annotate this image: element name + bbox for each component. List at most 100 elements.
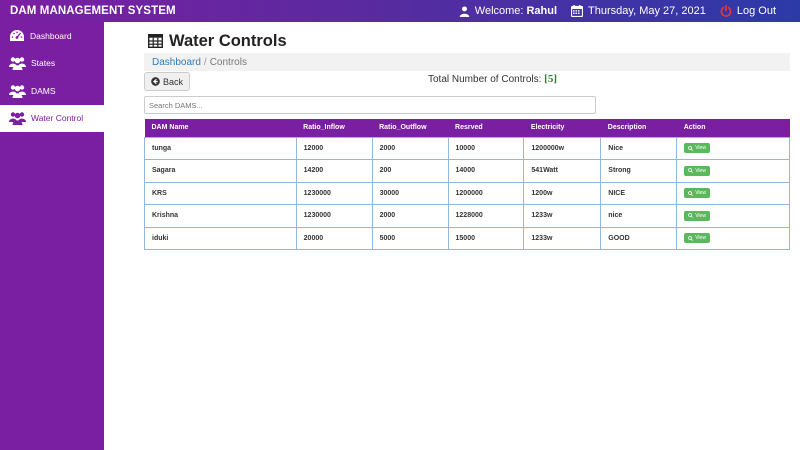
ratio-inflow-cell: 12000 [295, 136, 373, 160]
ratio-outflow-cell: 5000 [371, 226, 449, 250]
view-button-label[interactable]: View [695, 167, 706, 174]
column-header[interactable]: Ratio_Outflow [372, 119, 449, 137]
breadcrumb: Dashboard / Controls [144, 53, 790, 71]
user-icon [459, 5, 470, 17]
electricity-cell: 1233w [523, 226, 602, 250]
view-button-label[interactable]: View [695, 145, 706, 152]
sidebar-item-label: Dashboard [30, 30, 72, 41]
view-button-label[interactable]: View [695, 212, 706, 219]
page-title-text: Water Controls [169, 31, 287, 50]
column-header[interactable]: Electricity [523, 119, 601, 137]
users-icon [9, 85, 26, 98]
view-button-label[interactable]: View [695, 235, 706, 242]
dam-name-cell: Sagara [144, 159, 297, 183]
column-header[interactable]: Description [600, 119, 677, 137]
back-button-label[interactable]: Back [162, 76, 183, 87]
table-header-row: DAM Name Ratio_Inflow Ratio_Outflow Resr… [144, 119, 790, 137]
current-date-text: Thursday, May 27, 2021 [588, 5, 706, 17]
table-row: tunga 12000 2000 10000 1200000w Nice View [144, 136, 790, 160]
main-content: Water Controls Dashboard / Controls Back… [144, 22, 790, 250]
action-cell: View [676, 136, 790, 160]
breadcrumb-current: Controls [209, 56, 247, 68]
description-cell: Nice [600, 136, 678, 160]
dam-name-cell: KRS [144, 181, 297, 205]
action-cell: View [676, 204, 790, 228]
page-title: Water Controls [144, 31, 790, 51]
sidebar-item-water-control[interactable]: Water Control [0, 104, 104, 132]
search-icon [688, 235, 694, 241]
ratio-inflow-cell: 14200 [295, 159, 373, 183]
ratio-inflow-cell: 20000 [295, 226, 373, 250]
welcome-user-name: Rahul [526, 5, 558, 17]
view-button[interactable]: View [684, 143, 710, 154]
current-date: Thursday, May 27, 2021 [571, 5, 706, 17]
sidebar-item-label: DAMS [31, 85, 56, 96]
table-icon [148, 34, 163, 48]
search-icon [688, 213, 694, 219]
sidebar-item-states[interactable]: States [0, 50, 104, 78]
breadcrumb-separator: / [203, 56, 207, 68]
ratio-inflow-cell: 1230000 [295, 181, 373, 205]
reserved-cell: 1228000 [447, 204, 525, 228]
total-controls-count: [5] [544, 73, 557, 85]
arrow-circle-left-icon [151, 77, 160, 86]
view-button[interactable]: View [684, 188, 710, 199]
welcome-user: Welcome: Rahul [459, 5, 557, 17]
total-controls-label: Total Number of Controls: [428, 74, 542, 85]
description-cell: nice [600, 204, 678, 228]
dam-name-cell: iduki [144, 226, 297, 250]
reserved-cell: 14000 [447, 159, 525, 183]
column-header[interactable]: DAM Name [144, 119, 297, 137]
view-button[interactable]: View [684, 165, 710, 176]
power-icon [720, 5, 732, 17]
electricity-cell: 541Watt [523, 159, 602, 183]
ratio-outflow-cell: 200 [371, 159, 449, 183]
column-header: Action [676, 119, 790, 137]
welcome-label: Welcome: [474, 5, 524, 17]
view-button[interactable]: View [684, 210, 710, 221]
breadcrumb-dashboard-link[interactable]: Dashboard [152, 56, 201, 68]
action-cell: View [676, 226, 790, 250]
users-icon [9, 57, 26, 71]
top-navbar: DAM MANAGEMENT SYSTEM Welcome: Rahul Thu… [0, 0, 800, 22]
description-cell: NICE [600, 181, 678, 205]
dam-name-cell: tunga [144, 136, 297, 160]
table-row: Sagara 14200 200 14000 541Watt Strong View [144, 159, 790, 183]
controls-row: Back Total Number of Controls: [5] [144, 72, 790, 94]
table-row: iduki 20000 5000 15000 1233w GOOD View [144, 226, 790, 250]
action-cell: View [676, 159, 790, 183]
column-header[interactable]: Resrved [448, 119, 524, 137]
reserved-cell: 15000 [447, 226, 525, 250]
table-row: Krishna 1230000 2000 1228000 1233w nice View [144, 204, 790, 228]
top-right-group: Welcome: Rahul Thursday, May 27, 2021 Lo [445, 5, 776, 17]
search-icon [688, 168, 694, 174]
sidebar-item-dams[interactable]: DAMS [0, 77, 104, 105]
ratio-outflow-cell: 30000 [371, 181, 449, 205]
action-cell: View [676, 181, 790, 205]
reserved-cell: 1200000 [447, 181, 525, 205]
column-header[interactable]: Ratio_Inflow [296, 119, 373, 137]
logout-link[interactable]: Log Out [720, 5, 776, 17]
description-cell: GOOD [600, 226, 678, 250]
description-cell: Strong [600, 159, 678, 183]
ratio-inflow-cell: 1230000 [295, 204, 373, 228]
dashboard-gauge-icon [10, 29, 24, 41]
electricity-cell: 1200000w [523, 136, 602, 160]
electricity-cell: 1233w [523, 204, 602, 228]
table-body: tunga 12000 2000 10000 1200000w Nice View Sagar… [144, 136, 790, 250]
total-controls: Total Number of Controls: [5] [428, 73, 557, 85]
view-button-label[interactable]: View [695, 190, 706, 197]
view-button[interactable]: View [684, 233, 710, 244]
logout-label[interactable]: Log Out [736, 5, 776, 17]
search-icon [688, 145, 694, 151]
sidebar-item-dashboard[interactable]: Dashboard [0, 22, 104, 50]
sidebar: Dashboard States DAMS Water Control [0, 22, 104, 450]
search-input[interactable] [144, 96, 596, 114]
electricity-cell: 1200w [523, 181, 602, 205]
reserved-cell: 10000 [447, 136, 525, 160]
search-icon [688, 190, 694, 196]
ratio-outflow-cell: 2000 [371, 204, 449, 228]
back-button[interactable]: Back [144, 72, 190, 91]
table-row: KRS 1230000 30000 1200000 1200w NICE View [144, 181, 790, 205]
sidebar-item-label: Water Control [31, 113, 84, 124]
